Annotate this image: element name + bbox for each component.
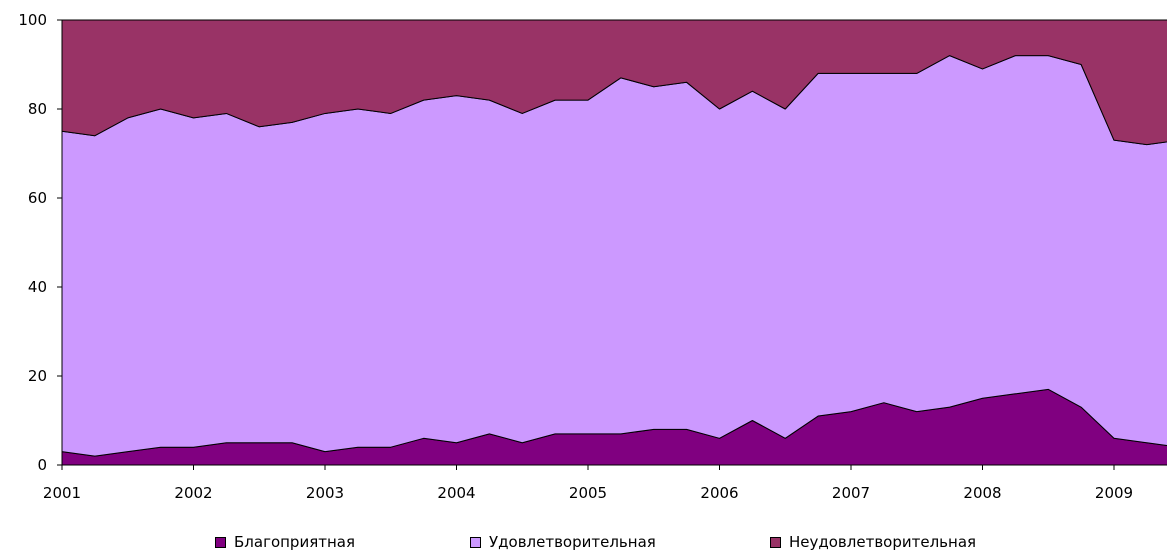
x-tick-label: 2006 xyxy=(700,484,738,502)
x-tick-label: 2004 xyxy=(437,484,475,502)
legend-item: Удовлетворительная xyxy=(470,533,656,551)
y-tick-label: 0 xyxy=(37,456,47,474)
x-tick-label: 2005 xyxy=(569,484,607,502)
x-tick-labels: 2001 2002 2003 2004 2005 2006 2007 2008 2009 xyxy=(43,484,1133,502)
y-tick-label: 80 xyxy=(28,100,47,118)
series-area-2 xyxy=(61,19,1167,146)
x-tick-label: 2002 xyxy=(174,484,212,502)
x-tick-label: 2003 xyxy=(306,484,344,502)
x-tick-label: 2007 xyxy=(832,484,870,502)
y-tick-labels: 0 20 40 60 80 100 xyxy=(18,11,47,474)
legend-label: Благоприятная xyxy=(234,533,355,551)
x-tick-label: 2009 xyxy=(1095,484,1133,502)
series-area-1 xyxy=(61,55,1167,457)
legend-swatch xyxy=(215,536,226,548)
legend: Благоприятная Удовлетворительная Неудовлет… xyxy=(0,533,1167,555)
x-tick-label: 2008 xyxy=(963,484,1001,502)
legend-label: Неудовлетворительная xyxy=(789,533,977,551)
y-tick-label: 100 xyxy=(18,11,47,29)
y-tick-label: 20 xyxy=(28,367,47,385)
y-tick-label: 40 xyxy=(28,278,47,296)
legend-item: Благоприятная xyxy=(215,533,355,551)
legend-swatch xyxy=(470,536,481,548)
legend-swatch xyxy=(770,536,781,548)
legend-item: Неудовлетворительная xyxy=(770,533,976,551)
axes xyxy=(57,19,1167,470)
legend-label: Удовлетворительная xyxy=(489,533,656,551)
series-areas xyxy=(61,19,1167,466)
y-tick-label: 60 xyxy=(28,189,47,207)
x-tick-label: 2001 xyxy=(43,484,81,502)
